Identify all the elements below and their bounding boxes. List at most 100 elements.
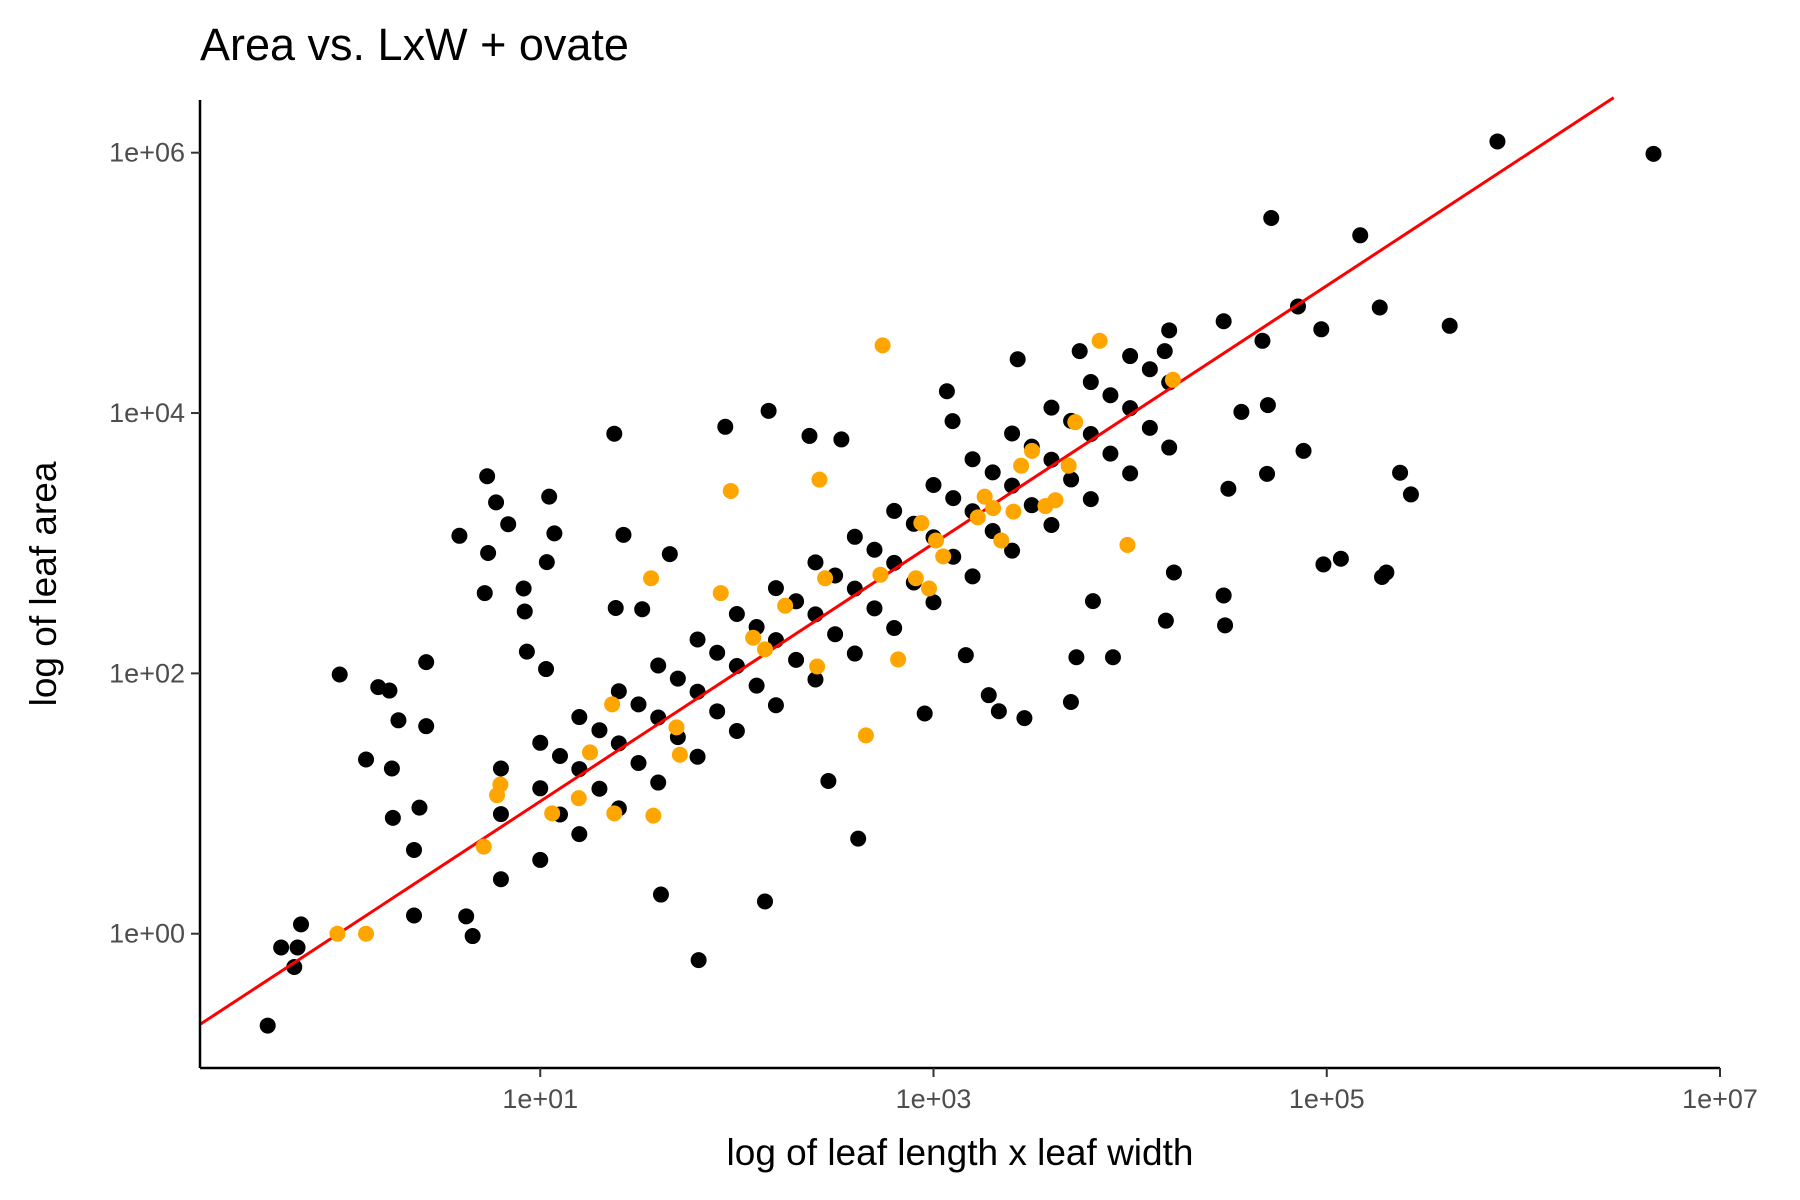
data-point xyxy=(874,337,891,354)
x-tick-label: 1e+03 xyxy=(896,1084,972,1114)
data-point xyxy=(1259,465,1276,482)
data-point xyxy=(756,641,773,658)
data-point xyxy=(492,806,509,823)
data-point xyxy=(606,425,623,442)
data-point xyxy=(383,760,400,777)
data-point xyxy=(984,464,1001,481)
data-point xyxy=(331,666,348,683)
data-point xyxy=(516,603,533,620)
data-point xyxy=(866,541,883,558)
data-point xyxy=(458,908,475,925)
data-point xyxy=(1645,145,1662,162)
data-point xyxy=(570,790,587,807)
data-point xyxy=(1043,517,1060,534)
data-point xyxy=(993,532,1010,549)
data-point xyxy=(591,780,608,797)
data-point xyxy=(985,500,1002,517)
data-point xyxy=(581,744,598,761)
data-point xyxy=(745,629,762,646)
data-point xyxy=(1259,397,1276,414)
data-point xyxy=(630,696,647,713)
data-point xyxy=(1122,465,1139,482)
data-point xyxy=(1161,439,1178,456)
data-point xyxy=(1141,419,1158,436)
data-point xyxy=(980,687,997,704)
data-point xyxy=(690,952,707,969)
data-point xyxy=(938,383,955,400)
data-point xyxy=(1082,491,1099,508)
data-point xyxy=(541,488,558,505)
data-point xyxy=(1047,492,1064,509)
data-point xyxy=(777,597,794,614)
data-point xyxy=(532,851,549,868)
data-point xyxy=(390,712,407,729)
data-point xyxy=(1332,550,1349,567)
data-point xyxy=(479,468,496,485)
data-point xyxy=(1091,332,1108,349)
data-point xyxy=(886,502,903,519)
data-point xyxy=(1024,442,1041,459)
x-tick-label: 1e+07 xyxy=(1682,1084,1758,1114)
data-point xyxy=(756,893,773,910)
data-point xyxy=(1009,351,1026,368)
data-point xyxy=(709,703,726,720)
data-point xyxy=(1016,710,1033,727)
data-point xyxy=(1295,442,1312,459)
x-tick-label: 1e+05 xyxy=(1289,1084,1365,1114)
data-point xyxy=(712,585,729,602)
data-point xyxy=(817,570,834,587)
data-point xyxy=(384,809,401,826)
data-point xyxy=(1402,486,1419,503)
data-point xyxy=(689,631,706,648)
data-point xyxy=(1062,693,1079,710)
data-point xyxy=(945,490,962,507)
y-tick-label: 1e+00 xyxy=(109,919,185,949)
data-point xyxy=(1043,399,1060,416)
data-point xyxy=(1071,343,1088,360)
y-tick-label: 1e+06 xyxy=(109,138,185,168)
data-point xyxy=(358,925,375,942)
data-point xyxy=(606,805,623,822)
data-point xyxy=(925,477,942,494)
data-point xyxy=(358,751,375,768)
data-point xyxy=(1156,343,1173,360)
data-point xyxy=(846,528,863,545)
data-point xyxy=(964,451,981,468)
data-point xyxy=(532,780,549,797)
data-point xyxy=(650,657,667,674)
data-point xyxy=(1233,403,1250,420)
data-point xyxy=(1217,617,1234,634)
data-point xyxy=(1441,317,1458,334)
data-point xyxy=(475,838,492,855)
data-point xyxy=(671,746,688,763)
data-point xyxy=(259,1017,276,1034)
data-point xyxy=(833,431,850,448)
data-point xyxy=(1119,536,1136,553)
data-point xyxy=(492,871,509,888)
data-point xyxy=(916,705,933,722)
data-point xyxy=(544,805,561,822)
data-point xyxy=(480,545,497,562)
data-point xyxy=(645,807,662,824)
data-point xyxy=(1220,480,1237,497)
data-point xyxy=(1004,542,1021,559)
y-axis-title: log of leaf area xyxy=(23,461,64,706)
y-tick-label: 1e+02 xyxy=(109,658,185,688)
data-point xyxy=(846,645,863,662)
data-point xyxy=(669,670,686,687)
data-point xyxy=(551,747,568,764)
data-point xyxy=(1084,593,1101,610)
data-point xyxy=(476,585,493,602)
data-point xyxy=(515,580,532,597)
data-point xyxy=(1313,321,1330,338)
data-point xyxy=(1215,313,1232,330)
data-point xyxy=(273,939,290,956)
data-point xyxy=(1215,587,1232,604)
data-point xyxy=(293,916,310,933)
data-point xyxy=(807,671,824,688)
data-point xyxy=(1063,471,1080,488)
data-point xyxy=(500,516,517,533)
data-point xyxy=(913,514,930,531)
data-point xyxy=(1392,464,1409,481)
